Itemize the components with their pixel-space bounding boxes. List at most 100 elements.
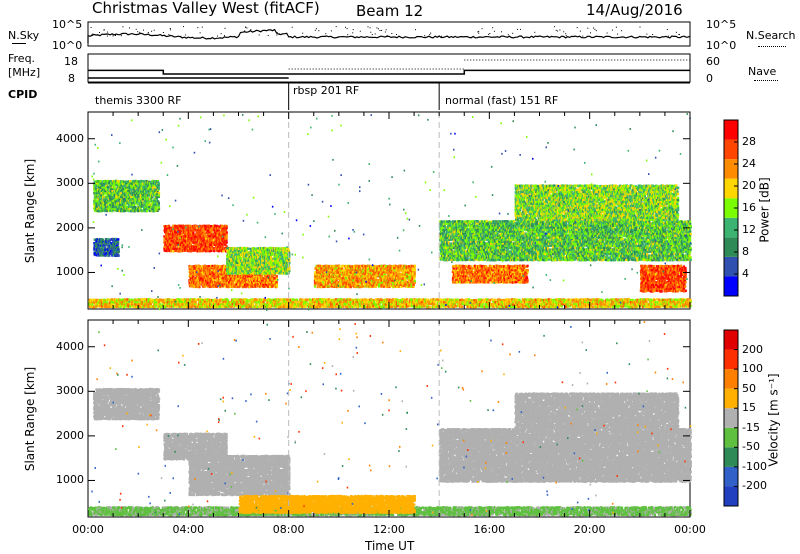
data-cell xyxy=(158,202,160,204)
freq-line xyxy=(88,70,690,74)
nsky-dot xyxy=(676,32,677,33)
nsky-dot xyxy=(143,30,144,31)
nsky-dot xyxy=(424,35,425,36)
data-cell xyxy=(117,246,119,248)
nsky-dot xyxy=(99,32,100,33)
nsky-dot xyxy=(488,34,489,35)
nsky-dot xyxy=(679,34,680,35)
data-cell xyxy=(222,250,224,252)
nsky-dot xyxy=(508,34,509,35)
data-cell xyxy=(117,241,119,243)
nsky-dot xyxy=(668,36,669,37)
nsky-dot xyxy=(113,35,114,36)
nsky-dot xyxy=(148,32,149,33)
nsky-dot xyxy=(200,32,201,33)
nsky-dot xyxy=(520,29,521,30)
nsky-dot xyxy=(477,31,478,32)
nsky-dot xyxy=(381,30,382,31)
nsky-dot xyxy=(259,34,260,35)
nsky-dot xyxy=(246,28,247,29)
nsky-dot xyxy=(566,35,567,36)
data-cell xyxy=(226,231,228,233)
nsky-dot xyxy=(559,30,560,31)
nsky-dot xyxy=(345,27,346,28)
nsky-dot xyxy=(563,31,564,32)
nsky-dot xyxy=(168,34,169,35)
nsky-dot xyxy=(534,32,535,33)
nsky-dot xyxy=(91,27,92,28)
nsky-dot xyxy=(556,30,557,31)
nsky-dot xyxy=(375,33,376,34)
freq-trace xyxy=(88,60,690,78)
data-cell xyxy=(118,251,120,253)
nsky-dot xyxy=(386,29,387,30)
nsky-dot xyxy=(640,27,641,28)
nsky-dot xyxy=(268,35,269,36)
nsky-dot xyxy=(197,27,198,28)
data-cell xyxy=(226,225,228,227)
nsky-dot xyxy=(129,27,130,28)
nsky-dot xyxy=(92,34,93,35)
nsky-dot xyxy=(667,29,668,30)
nsky-dot xyxy=(612,30,613,31)
nsky-dot xyxy=(104,29,105,30)
nsky-dot xyxy=(441,36,442,37)
nsky-dot xyxy=(370,32,371,33)
nsky-dot xyxy=(180,36,181,37)
data-cell xyxy=(117,238,119,240)
nsky-dot xyxy=(353,29,354,30)
nsky-dot xyxy=(151,31,152,32)
nsky-dot xyxy=(347,34,348,35)
nsky-dot xyxy=(276,35,277,36)
nsky-dot xyxy=(577,27,578,28)
nsky-dot xyxy=(396,34,397,35)
data-cell xyxy=(210,250,212,252)
nsky-dot xyxy=(482,28,483,29)
nsky-dot xyxy=(292,27,293,28)
nsky-dot xyxy=(122,26,123,27)
nsky-dot xyxy=(331,30,332,31)
nsky-dot xyxy=(478,33,479,34)
nsky-dot xyxy=(185,35,186,36)
nsky-dot xyxy=(565,33,566,34)
nsky-dot xyxy=(221,33,222,34)
nsky-dot xyxy=(107,36,108,37)
nsky-dot xyxy=(387,35,388,36)
data-cell xyxy=(208,235,210,237)
nsky-dot xyxy=(587,28,588,29)
data-cell xyxy=(170,250,172,252)
data-cell xyxy=(146,210,148,212)
nsky-dot xyxy=(489,33,490,34)
nsky-dot xyxy=(136,29,137,30)
nsky-dot xyxy=(376,27,377,28)
nsky-trace xyxy=(88,26,690,43)
nsky-dot xyxy=(646,34,647,35)
data-cell xyxy=(172,250,174,252)
data-cell xyxy=(204,225,206,227)
nsky-dot xyxy=(315,30,316,31)
nsky-dot xyxy=(580,31,581,32)
nsky-dot xyxy=(594,29,595,30)
nsky-dot xyxy=(621,30,622,31)
nsky-dot xyxy=(415,29,416,30)
nsky-dot xyxy=(347,28,348,29)
nsky-dot xyxy=(385,32,386,33)
nsky-dot xyxy=(250,29,251,30)
nsky-dot xyxy=(582,36,583,37)
nsky-dot xyxy=(617,34,618,35)
nsky-dot xyxy=(107,32,108,33)
nsky-dot xyxy=(302,33,303,34)
nsky-dot xyxy=(245,27,246,28)
data-cell xyxy=(158,192,160,194)
nsky-dot xyxy=(360,31,361,32)
nsky-dot xyxy=(596,30,597,31)
nsky-dot xyxy=(380,30,381,31)
data-cell xyxy=(158,182,160,184)
data-cell xyxy=(158,186,160,188)
nsky-dot xyxy=(590,32,591,33)
data-cell xyxy=(120,192,122,194)
nsky-dot xyxy=(368,26,369,27)
nsky-dot xyxy=(652,34,653,35)
nsky-dot xyxy=(170,28,171,29)
